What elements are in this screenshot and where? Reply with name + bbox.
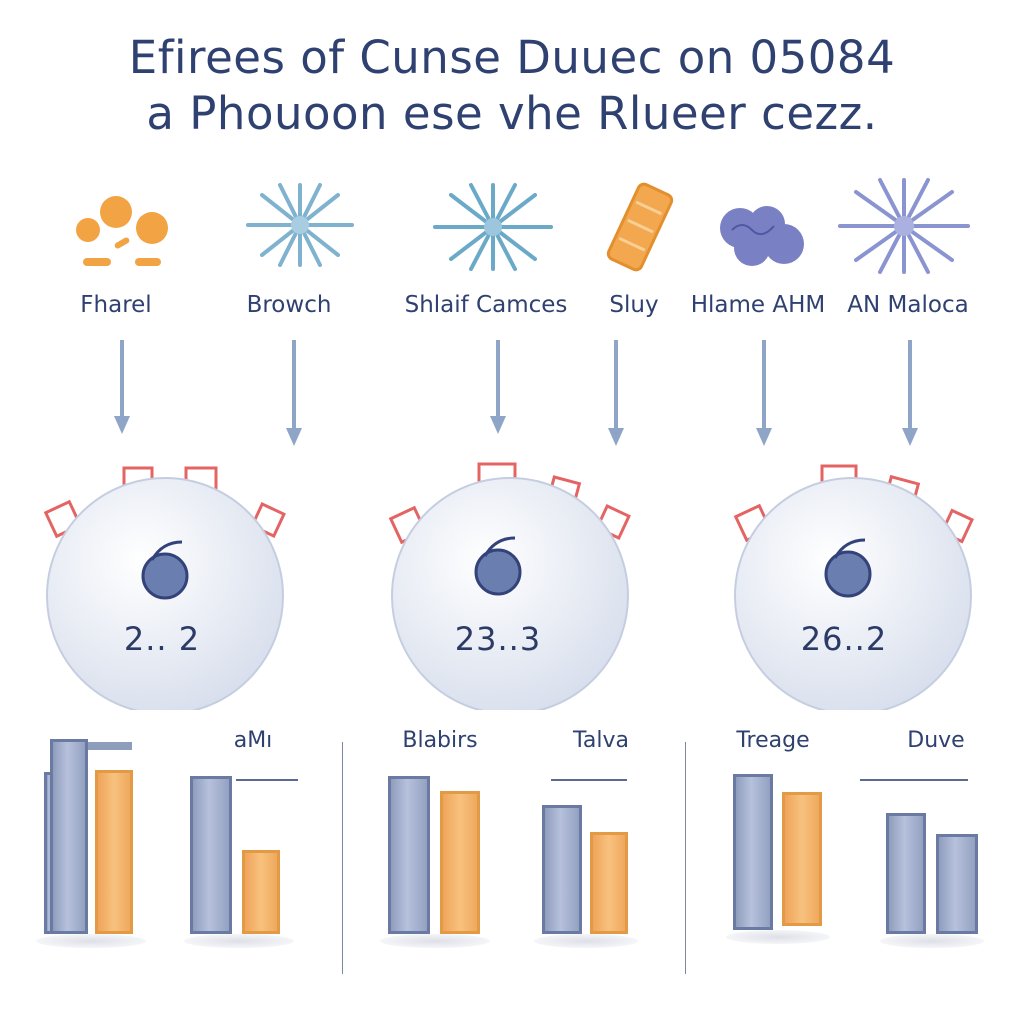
down-arrow-icon [756,340,772,446]
bar-shadow [184,934,294,948]
hub-value: 26..2 [800,620,888,658]
bar-orange [95,770,133,934]
down-arrow-icon [902,340,918,446]
bar-blue [936,834,978,934]
panel-divider [342,742,343,974]
bar-blue [50,739,88,934]
leader-line [860,779,968,781]
hub-disc [388,462,631,710]
down-arrow-icon [114,340,130,434]
bar-orange [590,832,628,934]
group-label: Duve [907,728,965,753]
group-label: Talva [573,728,629,753]
burst-icon [838,178,970,274]
burst-icon [433,183,553,271]
dots-icon [76,196,168,266]
title-line-2: a Phouoon ese vhe Rlueer cezz. [146,87,878,140]
leader-line [551,779,627,781]
bar-blue [733,774,773,930]
diagram-title: Efirees of Cunse Duuec on 05084 a Phouoo… [0,30,1024,142]
tablet-icon [606,182,674,272]
title-line-1: Efirees of Cunse Duuec on 05084 [128,31,896,84]
bar-blue [886,813,926,934]
group-label: aMı [233,728,273,753]
burst-icon [246,183,354,267]
item-label-hlame-ahm: Hlame AHM [690,292,826,318]
bar-blue [542,805,582,934]
hub-value: 2.. 2 [123,620,201,658]
down-arrow-icon [608,340,624,446]
leader-line [88,742,132,750]
group-label: Treage [736,728,810,753]
cloud-icon [720,206,804,266]
bar-orange [782,792,822,926]
item-label-browch: Browch [246,292,332,318]
item-label-an-maloca: AN Maloca [847,292,969,318]
item-label-shlaif-camces: Shlaif Camces [404,292,568,318]
hub-value: 23..3 [454,620,542,658]
panel-divider [685,742,686,974]
bar-shadow [534,934,638,948]
bar-shadow [880,934,984,948]
bar-orange [242,850,280,934]
bar-shadow [36,934,146,948]
group-label: Blabirs [402,728,478,753]
down-arrow-icon [286,340,302,446]
bar-shadow [726,930,830,944]
bar-shadow [380,934,490,948]
item-label-fharel: Fharel [80,292,152,318]
hub-disc [43,466,286,710]
hub-disc [733,464,975,710]
item-label-sluy: Sluy [609,292,659,318]
bar-blue [190,776,232,934]
bar-blue [388,776,430,934]
leader-line [236,779,298,781]
down-arrow-icon [490,340,506,434]
bar-orange [440,791,480,934]
